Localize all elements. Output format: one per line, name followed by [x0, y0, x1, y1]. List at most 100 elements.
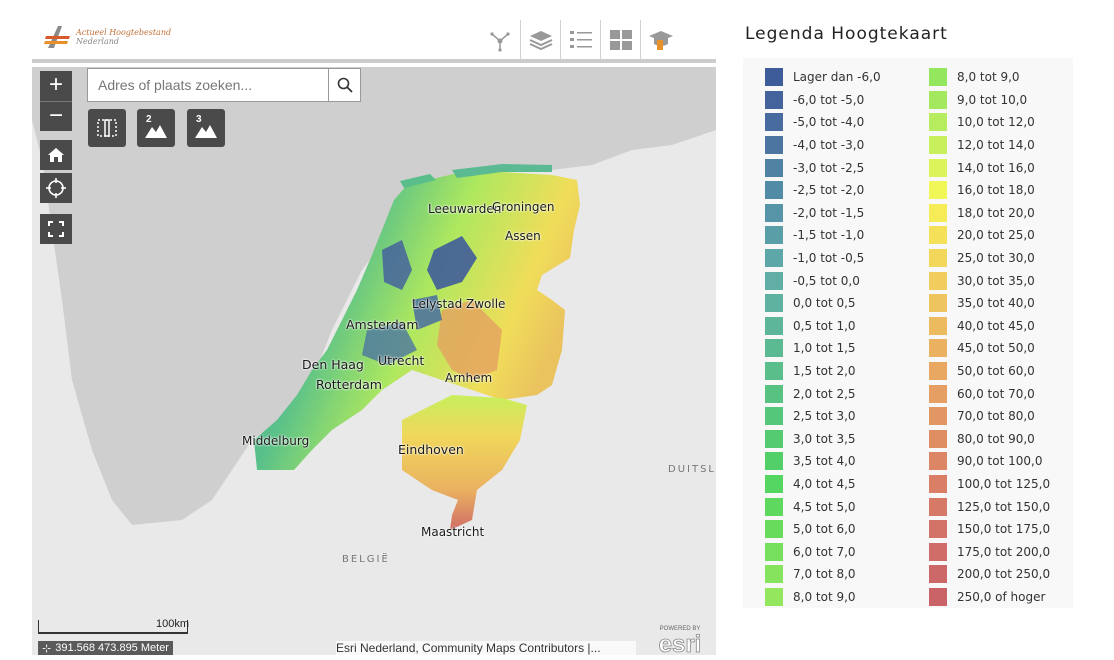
legend-item: 7,0 tot 8,0 [765, 563, 881, 586]
legend-label: 80,0 tot 90,0 [957, 431, 1035, 446]
legend-button[interactable] [560, 20, 600, 60]
locate-button[interactable] [40, 173, 72, 203]
legend-swatch [929, 113, 947, 132]
legend-swatch [765, 339, 783, 358]
logo-line1: Actueel Hoogtebestand [76, 28, 172, 37]
legend-label: 45,0 tot 50,0 [957, 341, 1035, 356]
share-button[interactable] [480, 20, 520, 60]
legend-item: -6,0 tot -5,0 [765, 89, 881, 112]
legend-swatch [929, 474, 947, 493]
legend-item: -1,0 tot -0,5 [765, 247, 881, 270]
zoom-out-button[interactable]: − [40, 101, 72, 131]
legend-label: 14,0 tot 16,0 [957, 160, 1035, 175]
legend-item: 0,5 tot 1,0 [765, 315, 881, 338]
legend-label: 70,0 tot 80,0 [957, 409, 1035, 424]
esri-logo-icon: POWERED BY esri [658, 626, 702, 658]
2d-view-button[interactable]: 2 [137, 109, 175, 147]
legend-swatch [929, 136, 947, 155]
legend-item: 8,0 tot 9,0 [929, 66, 1050, 89]
city-label: Zwolle [466, 297, 506, 311]
3d-view-button[interactable]: 3 [187, 109, 225, 147]
attribution[interactable]: Esri Nederland, Community Maps Contribut… [336, 641, 636, 655]
grid-button[interactable] [600, 20, 640, 60]
legend-swatch [929, 181, 947, 200]
education-icon [648, 31, 673, 50]
legend-item: 80,0 tot 90,0 [929, 428, 1050, 451]
legend-item: -0,5 tot 0,0 [765, 269, 881, 292]
legend-swatch [929, 452, 947, 471]
city-label: Rotterdam [316, 377, 382, 392]
locate-icon [46, 178, 66, 198]
esri-logo[interactable]: POWERED BY esri [650, 622, 710, 658]
legend-label: 3,0 tot 3,5 [793, 431, 856, 446]
legend-swatch [765, 113, 783, 132]
search-input[interactable] [88, 69, 328, 101]
city-label: Eindhoven [398, 442, 464, 457]
swipe-icon [97, 119, 117, 137]
legend-label: -2,5 tot -2,0 [793, 183, 865, 198]
city-label: Leeuwarden [428, 202, 502, 216]
zoom-in-button[interactable]: + [48, 71, 63, 98]
legend-item: -5,0 tot -4,0 [765, 111, 881, 134]
legend-swatch [765, 271, 783, 290]
legend-item: -2,5 tot -2,0 [765, 179, 881, 202]
legend-item: 12,0 tot 14,0 [929, 134, 1050, 157]
legend-item: -1,5 tot -1,0 [765, 224, 881, 247]
crosshair-icon: ⊹ [42, 642, 52, 655]
legend-item: 45,0 tot 50,0 [929, 337, 1050, 360]
legend-swatch [765, 226, 783, 245]
layers-button[interactable] [520, 20, 560, 60]
3d-label: 3 [196, 114, 202, 125]
legend-label: 5,0 tot 6,0 [793, 522, 856, 537]
legend-swatch [765, 68, 783, 87]
legend-swatch [929, 294, 947, 313]
legend-item: 9,0 tot 10,0 [929, 89, 1050, 112]
legend-item: 60,0 tot 70,0 [929, 382, 1050, 405]
legend-swatch [929, 203, 947, 222]
legend-item: 250,0 of hoger [929, 586, 1050, 609]
fullscreen-button[interactable] [40, 214, 72, 244]
legend-swatch [929, 407, 947, 426]
legend-swatch [765, 587, 783, 606]
legend-label: 100,0 tot 125,0 [957, 476, 1051, 491]
legend-label: 150,0 tot 175,0 [957, 522, 1051, 537]
legend-swatch [765, 90, 783, 109]
legend-item: 14,0 tot 16,0 [929, 156, 1050, 179]
legend-swatch [929, 362, 947, 381]
home-button[interactable] [40, 140, 72, 170]
legend-label: -5,0 tot -4,0 [793, 115, 865, 130]
education-button[interactable] [640, 20, 680, 60]
map-canvas[interactable]: Leeuwarden Groningen Assen Lelystad Zwol… [32, 67, 716, 655]
country-label: BELGIË [342, 554, 390, 565]
country-label: DUITSLA [668, 464, 716, 475]
fullscreen-icon [48, 221, 64, 237]
legend-label: 0,0 tot 0,5 [793, 296, 856, 311]
zoom-control: + − [40, 71, 72, 131]
legend-label: 30,0 tot 35,0 [957, 273, 1035, 288]
legend-label: -1,0 tot -0,5 [793, 251, 865, 266]
legend-label: 12,0 tot 14,0 [957, 138, 1035, 153]
toolbar [480, 20, 680, 60]
legend-item: 30,0 tot 35,0 [929, 269, 1050, 292]
logo-text: Actueel Hoogtebestand Nederland [76, 28, 171, 46]
coordinate-readout: ⊹ 391.568 473.895 Meter [38, 641, 173, 655]
city-label: Amsterdam [346, 317, 419, 332]
legend-swatch [765, 203, 783, 222]
legend-swatch [929, 520, 947, 539]
swipe-button[interactable] [88, 109, 126, 147]
legend-swatch [929, 226, 947, 245]
legend-label: -4,0 tot -3,0 [793, 138, 865, 153]
app-logo[interactable]: Actueel Hoogtebestand Nederland [44, 24, 171, 50]
legend-label: 60,0 tot 70,0 [957, 386, 1035, 401]
legend-swatch [929, 249, 947, 268]
search-button[interactable] [328, 69, 360, 101]
legend-item: -2,0 tot -1,5 [765, 202, 881, 225]
legend-label: 125,0 tot 150,0 [957, 499, 1051, 514]
legend-label: 4,5 tot 5,0 [793, 499, 856, 514]
legend-item: 100,0 tot 125,0 [929, 473, 1050, 496]
legend-item: 4,0 tot 4,5 [765, 473, 881, 496]
legend-label: 25,0 tot 30,0 [957, 251, 1035, 266]
legend-swatch [929, 271, 947, 290]
legend-item: 0,0 tot 0,5 [765, 292, 881, 315]
map-background [32, 67, 716, 655]
